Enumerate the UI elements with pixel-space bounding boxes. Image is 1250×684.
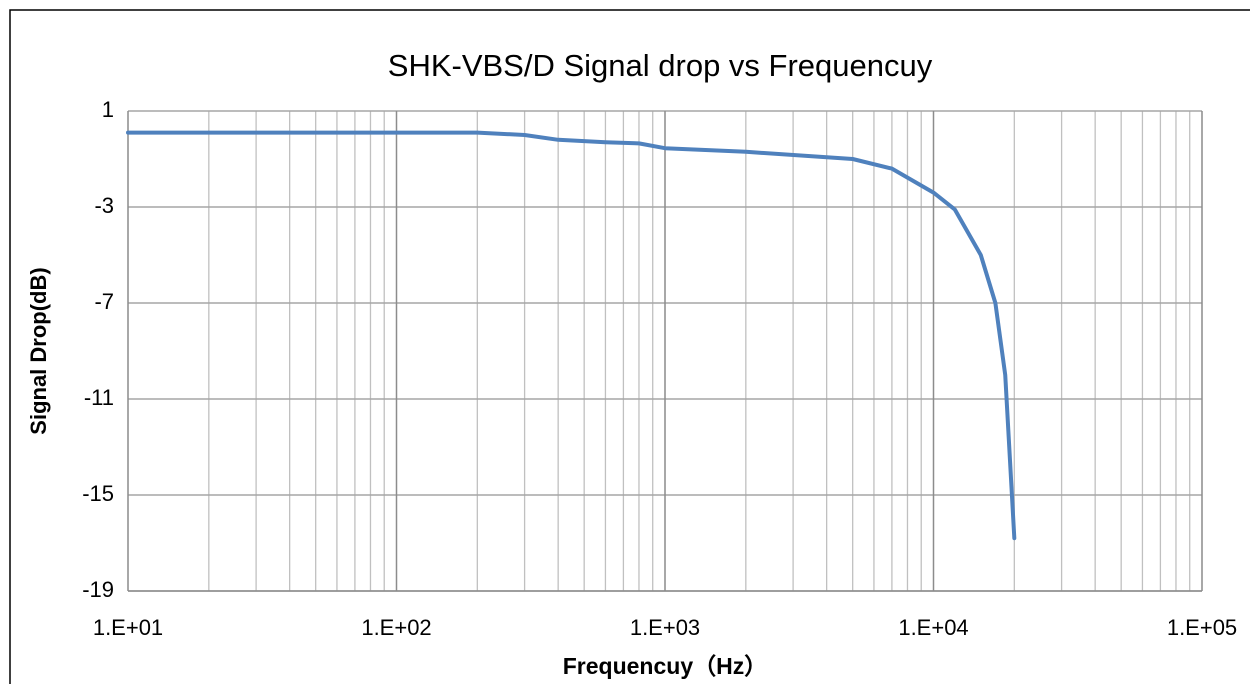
x-tick-label: 1.E+01 (93, 615, 163, 640)
y-tick-label: -3 (94, 193, 114, 218)
y-tick-label: -7 (94, 289, 114, 314)
data-line (126, 130, 1017, 541)
x-tick-label: 1.E+03 (630, 615, 700, 640)
chart-title: SHK-VBS/D Signal drop vs Frequencuy (388, 48, 933, 83)
y-tick-label: 1 (102, 97, 114, 122)
x-tick-label: 1.E+05 (1167, 615, 1237, 640)
y-axis-label: Signal Drop(dB) (26, 267, 51, 434)
x-axis-label: Frequencuy（Hz） (563, 653, 767, 679)
y-tick-label: -15 (82, 481, 114, 506)
x-tick-label: 1.E+04 (898, 615, 968, 640)
y-tick-label: -11 (84, 385, 114, 410)
x-tick-label: 1.E+02 (361, 615, 431, 640)
chart-border (9, 9, 1250, 684)
y-tick-label: -19 (82, 577, 114, 602)
